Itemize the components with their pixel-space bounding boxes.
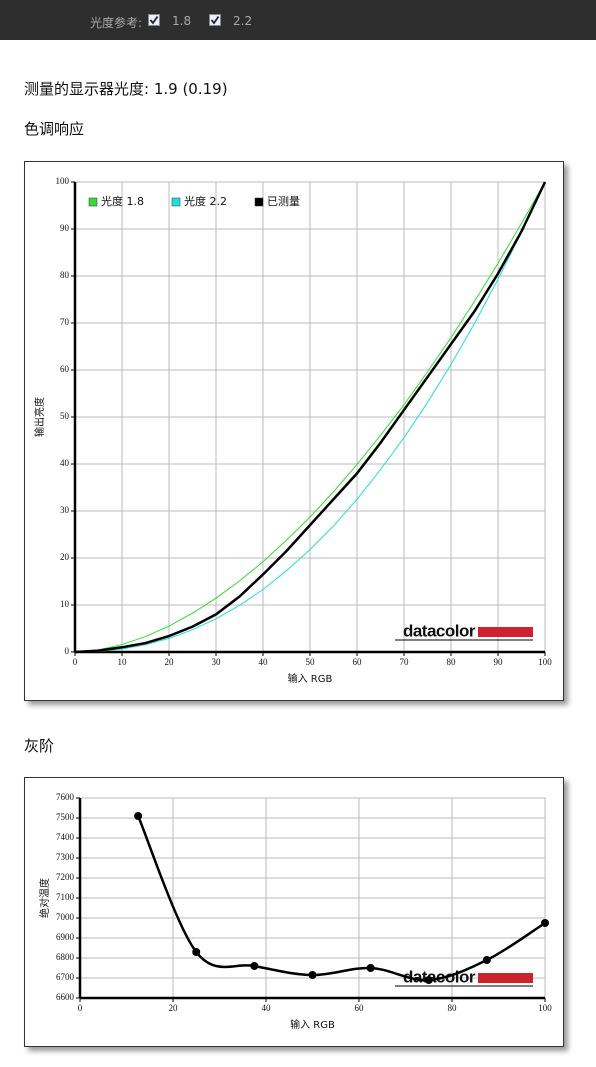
y-tick-label: 40 xyxy=(60,458,70,468)
data-point xyxy=(134,812,143,820)
x-tick-label: 60 xyxy=(355,1003,365,1013)
legend-label: 光度 2.2 xyxy=(184,194,227,208)
measured-gamma: 测量的显示器光度: 1.9 (0.19) xyxy=(24,80,228,98)
x-tick-label: 100 xyxy=(538,1003,552,1013)
legend-swatch xyxy=(254,197,264,207)
checkmark xyxy=(149,15,159,25)
y-axis-label: 绝对温度 xyxy=(38,878,51,918)
x-tick-label: 40 xyxy=(262,1003,272,1013)
legend-swatch xyxy=(171,197,181,207)
y-tick-label: 0 xyxy=(65,646,70,656)
x-tick-label: 60 xyxy=(353,657,363,667)
checkbox[interactable] xyxy=(209,14,221,26)
x-tick-label: 100 xyxy=(538,657,552,667)
x-tick-label: 70 xyxy=(400,657,410,667)
data-point xyxy=(424,976,433,984)
data-line xyxy=(74,181,547,654)
top-bar: 光度参考: 1.8 2.2 xyxy=(0,0,596,40)
x-axis-label: 输入 RGB xyxy=(288,672,333,685)
legend-label: 已测量 xyxy=(267,195,300,208)
data-line xyxy=(136,815,546,982)
data-point xyxy=(541,919,549,927)
y-tick-label: 7500 xyxy=(56,812,75,822)
legend-label: 光度 1.8 xyxy=(101,194,144,208)
watermark: datacolor xyxy=(403,621,476,640)
chart-title: 灰阶 xyxy=(24,737,55,755)
y-tick-label: 7100 xyxy=(56,892,75,902)
x-tick-label: 80 xyxy=(448,1003,458,1013)
y-tick-label: 80 xyxy=(60,270,70,280)
y-tick-label: 6700 xyxy=(56,972,75,982)
x-tick-label: 10 xyxy=(118,657,128,667)
x-tick-label: 20 xyxy=(165,657,175,667)
option-label: 2.2 xyxy=(233,14,253,28)
y-tick-label: 7600 xyxy=(56,792,75,802)
watermark-bar xyxy=(478,973,533,983)
data-point xyxy=(482,956,491,964)
y-tick-label: 6900 xyxy=(56,932,75,942)
data-point xyxy=(250,962,259,970)
x-tick-label: 0 xyxy=(78,1003,83,1013)
reference-label: 光度参考: xyxy=(90,16,143,30)
data-point xyxy=(366,964,375,972)
chart-frame: 0 10 20 30 40 50 60 70 80 90 100 0 10 20 30 40 50 60 70 80 9… xyxy=(24,161,564,701)
chart-title: 色调响应 xyxy=(24,120,85,138)
y-tick-label: 100 xyxy=(56,176,70,186)
option-label: 1.8 xyxy=(172,14,192,28)
x-tick-label: 20 xyxy=(169,1003,179,1013)
data-point xyxy=(192,948,201,956)
chart: 0 10 20 30 40 50 60 70 80 90 100 0 10 20 30 40 50 60 70 80 9… xyxy=(33,176,552,685)
x-tick-label: 40 xyxy=(259,657,269,667)
x-tick-label: 0 xyxy=(73,657,78,667)
chart-frame: 0 20 40 60 80 100 6600 6700 6800 6900 7000 7100 7200… xyxy=(24,777,564,1047)
legend-swatch xyxy=(88,197,98,207)
data-point xyxy=(308,971,317,979)
checkbox[interactable] xyxy=(148,14,160,26)
x-tick-label: 30 xyxy=(212,657,222,667)
y-tick-label: 90 xyxy=(60,223,70,233)
y-tick-label: 50 xyxy=(60,411,70,421)
y-tick-label: 70 xyxy=(60,317,70,327)
data-line xyxy=(74,181,546,653)
y-axis-label: 输出亮度 xyxy=(33,397,46,437)
y-tick-label: 10 xyxy=(60,599,70,609)
y-tick-label: 60 xyxy=(60,364,70,374)
y-tick-label: 7300 xyxy=(56,852,75,862)
y-tick-label: 20 xyxy=(60,552,70,562)
x-axis-label: 输入 RGB xyxy=(290,1018,335,1031)
y-tick-label: 7400 xyxy=(56,832,75,842)
checkmark xyxy=(210,15,220,25)
y-tick-label: 7200 xyxy=(56,872,75,882)
y-tick-label: 30 xyxy=(60,505,70,515)
chart: 0 20 40 60 80 100 6600 6700 6800 6900 7000 7100 7200… xyxy=(38,792,552,1031)
x-tick-label: 50 xyxy=(306,657,316,667)
y-tick-label: 6600 xyxy=(56,992,75,1002)
y-tick-label: 6800 xyxy=(56,952,75,962)
watermark-bar xyxy=(478,627,533,637)
data-line xyxy=(74,181,546,653)
y-tick-label: 7000 xyxy=(56,912,75,922)
x-tick-label: 80 xyxy=(447,657,457,667)
x-tick-label: 90 xyxy=(494,657,504,667)
